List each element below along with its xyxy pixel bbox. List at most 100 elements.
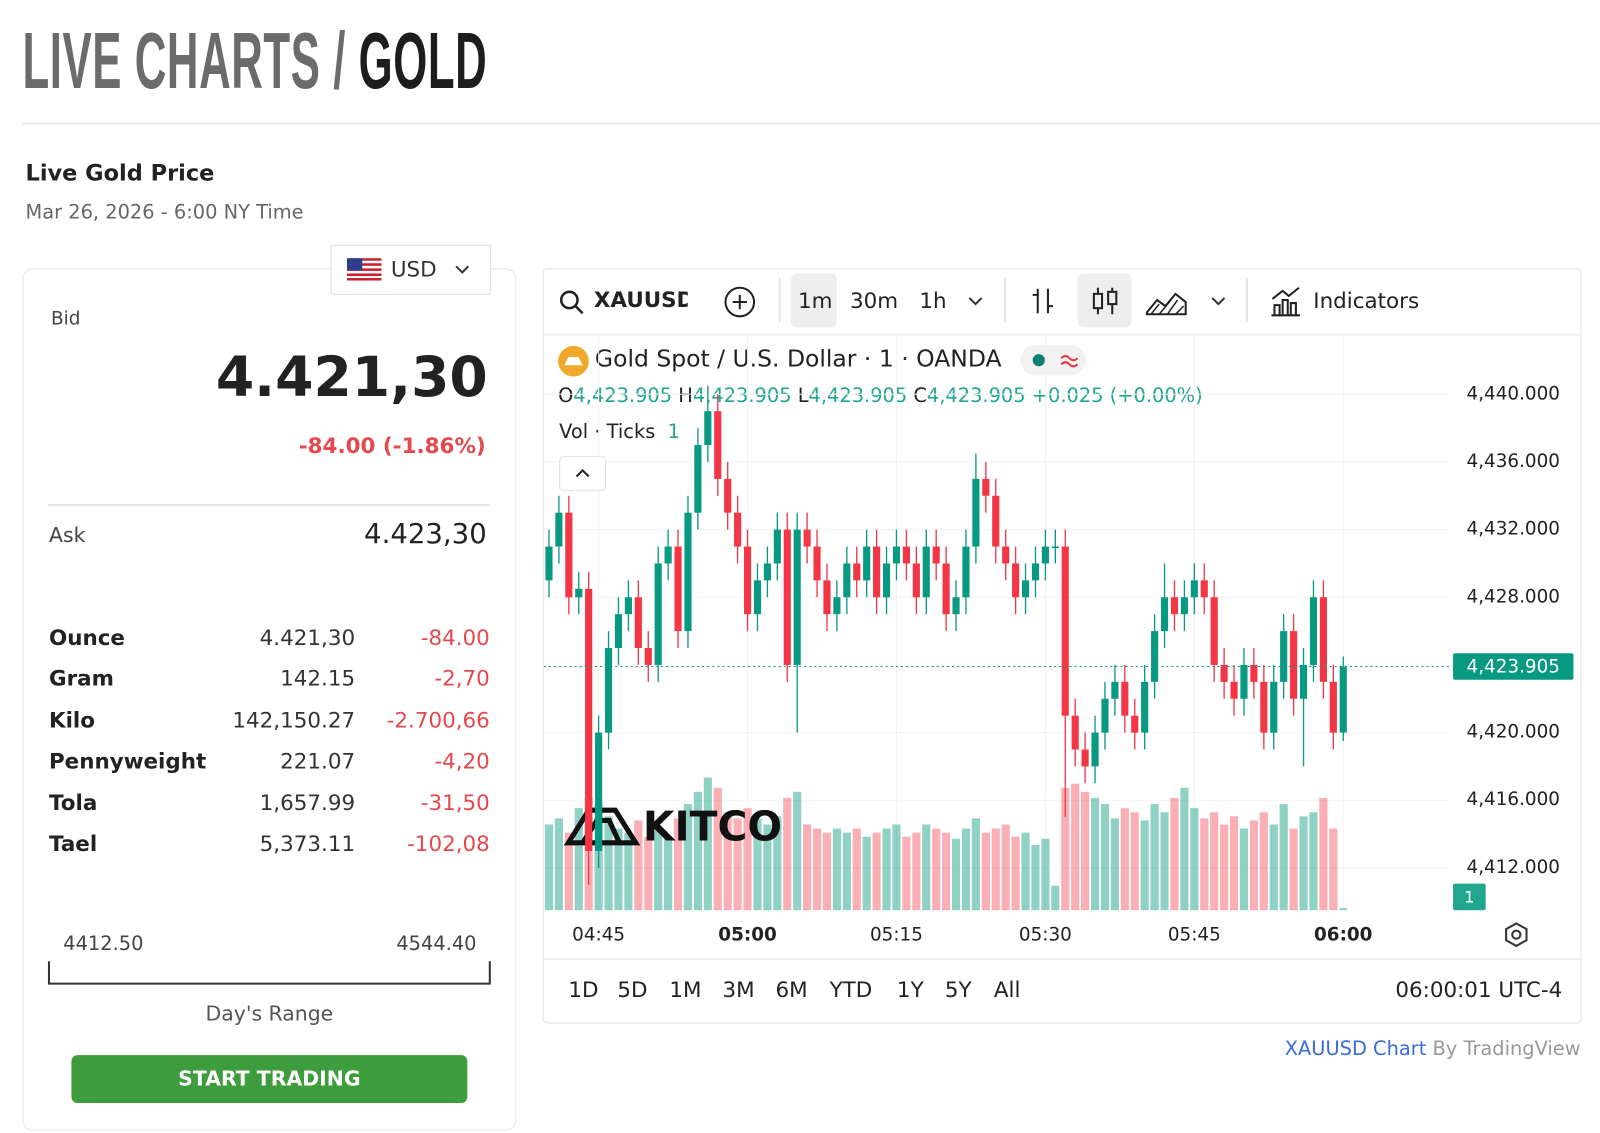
candle-body <box>1002 546 1010 564</box>
volume-bar <box>1140 820 1149 911</box>
ohlc-value: 4,423.905 <box>573 384 673 408</box>
range-button[interactable]: 3M <box>722 977 755 1003</box>
volume-bar <box>624 832 633 911</box>
volume-bar <box>1259 812 1268 911</box>
volume-tag-label: 1 <box>1464 887 1474 906</box>
area-icon[interactable] <box>1145 286 1188 317</box>
toolbar-divider <box>543 333 1580 336</box>
unit-name: Tael <box>48 831 98 857</box>
watermark: KITCO <box>643 803 782 851</box>
ohlc-key: L <box>797 384 809 408</box>
range-label: Day's Range <box>205 1001 334 1026</box>
volume-bar <box>1210 812 1219 911</box>
volume-bar <box>872 832 881 911</box>
ohlc-key: O <box>558 384 574 408</box>
candle-body <box>1170 597 1179 615</box>
volume-bar <box>564 832 573 911</box>
volume-bar <box>1031 844 1040 911</box>
candle-body <box>982 478 990 496</box>
chevron[interactable] <box>967 295 983 307</box>
x-tick-label: 06:00 <box>1314 925 1372 946</box>
unit-price: 142.15 <box>280 666 356 691</box>
separator <box>1245 277 1248 323</box>
volume-bar <box>942 832 951 911</box>
candle-body <box>972 478 980 547</box>
candle-body <box>1250 664 1258 682</box>
volume-bar <box>1180 787 1189 911</box>
volume-bar <box>951 838 961 911</box>
range-button[interactable]: 1Y <box>896 977 924 1003</box>
volume-bar <box>832 828 841 911</box>
search-icon[interactable] <box>558 289 585 316</box>
y-tick-label: 4,428.000 <box>1467 586 1560 607</box>
chevron[interactable] <box>1210 295 1226 307</box>
footer-divider <box>543 958 1580 960</box>
volume-bar <box>793 791 802 911</box>
indicators-icon[interactable] <box>1268 285 1303 318</box>
candle-body <box>922 546 930 598</box>
collapse-button[interactable] <box>559 456 607 491</box>
range-button[interactable]: All <box>993 977 1021 1003</box>
interval[interactable]: 1m <box>797 288 833 314</box>
bid-label: Bid <box>51 308 81 330</box>
range-button[interactable]: YTD <box>829 977 873 1003</box>
candle-body <box>644 648 652 665</box>
ohlc-value: 4,423.905 <box>808 384 908 408</box>
candle-body <box>545 546 553 581</box>
volume-bar <box>703 777 712 911</box>
volume-bar <box>1309 812 1318 911</box>
volume-bar <box>852 828 861 911</box>
price-card <box>22 268 517 1131</box>
candle-body <box>1121 681 1129 716</box>
candle-body <box>823 580 831 615</box>
candle-body <box>1091 732 1099 767</box>
ohlc-key: H <box>678 384 693 408</box>
bars-icon[interactable] <box>1029 286 1058 317</box>
range-button[interactable]: 5D <box>617 977 648 1003</box>
candle-body <box>1230 681 1238 699</box>
candle-body <box>1290 631 1298 699</box>
candle-body <box>694 445 702 513</box>
candles-icon[interactable] <box>1090 286 1121 317</box>
indicators[interactable]: Indicators <box>1313 288 1420 314</box>
interval[interactable]: 30m <box>849 288 899 314</box>
volume-bar <box>753 818 762 911</box>
attribution: XAUUSD Chart By TradingView <box>1285 1038 1581 1060</box>
interval[interactable]: 1h <box>919 288 947 314</box>
candle-body <box>743 546 752 615</box>
title-part: LIVE CHARTS / <box>22 15 346 106</box>
range-button[interactable]: 1M <box>669 977 702 1003</box>
volume-bar <box>932 828 941 911</box>
chart-link[interactable]: XAUUSD Chart <box>1284 1037 1427 1061</box>
candle-body <box>575 588 583 598</box>
volume-bar <box>991 828 1000 911</box>
candle-body <box>833 597 841 615</box>
candle-body <box>1141 681 1149 733</box>
volume-bar <box>1051 885 1060 911</box>
candle-body <box>1309 597 1318 665</box>
range-button[interactable]: 1D <box>568 977 599 1003</box>
settings-icon[interactable] <box>1502 920 1531 949</box>
range-button[interactable]: 6M <box>775 977 808 1003</box>
candle-body <box>1160 597 1169 632</box>
candle-body <box>813 546 821 581</box>
volume-bar <box>634 820 643 911</box>
candle-body <box>1151 631 1159 682</box>
candle-body <box>674 546 682 632</box>
unit-change: -84.00 <box>420 625 490 650</box>
candles-selected-bg <box>1077 273 1132 328</box>
flag-stripes <box>346 258 382 281</box>
start-trading-button[interactable]: START TRADING <box>71 1055 468 1104</box>
volume-bar <box>1329 828 1338 911</box>
currency-select[interactable]: USD <box>330 244 491 295</box>
range-button[interactable]: 5Y <box>944 977 972 1003</box>
volume-bar <box>1160 812 1169 911</box>
separator <box>1004 277 1006 323</box>
symbol[interactable]: XAUUSD <box>593 287 688 313</box>
candle-body <box>773 529 781 564</box>
volume-bar <box>763 824 772 911</box>
candle-body <box>1280 631 1288 682</box>
candle-body <box>1081 749 1089 767</box>
compare-icon[interactable] <box>722 285 757 320</box>
